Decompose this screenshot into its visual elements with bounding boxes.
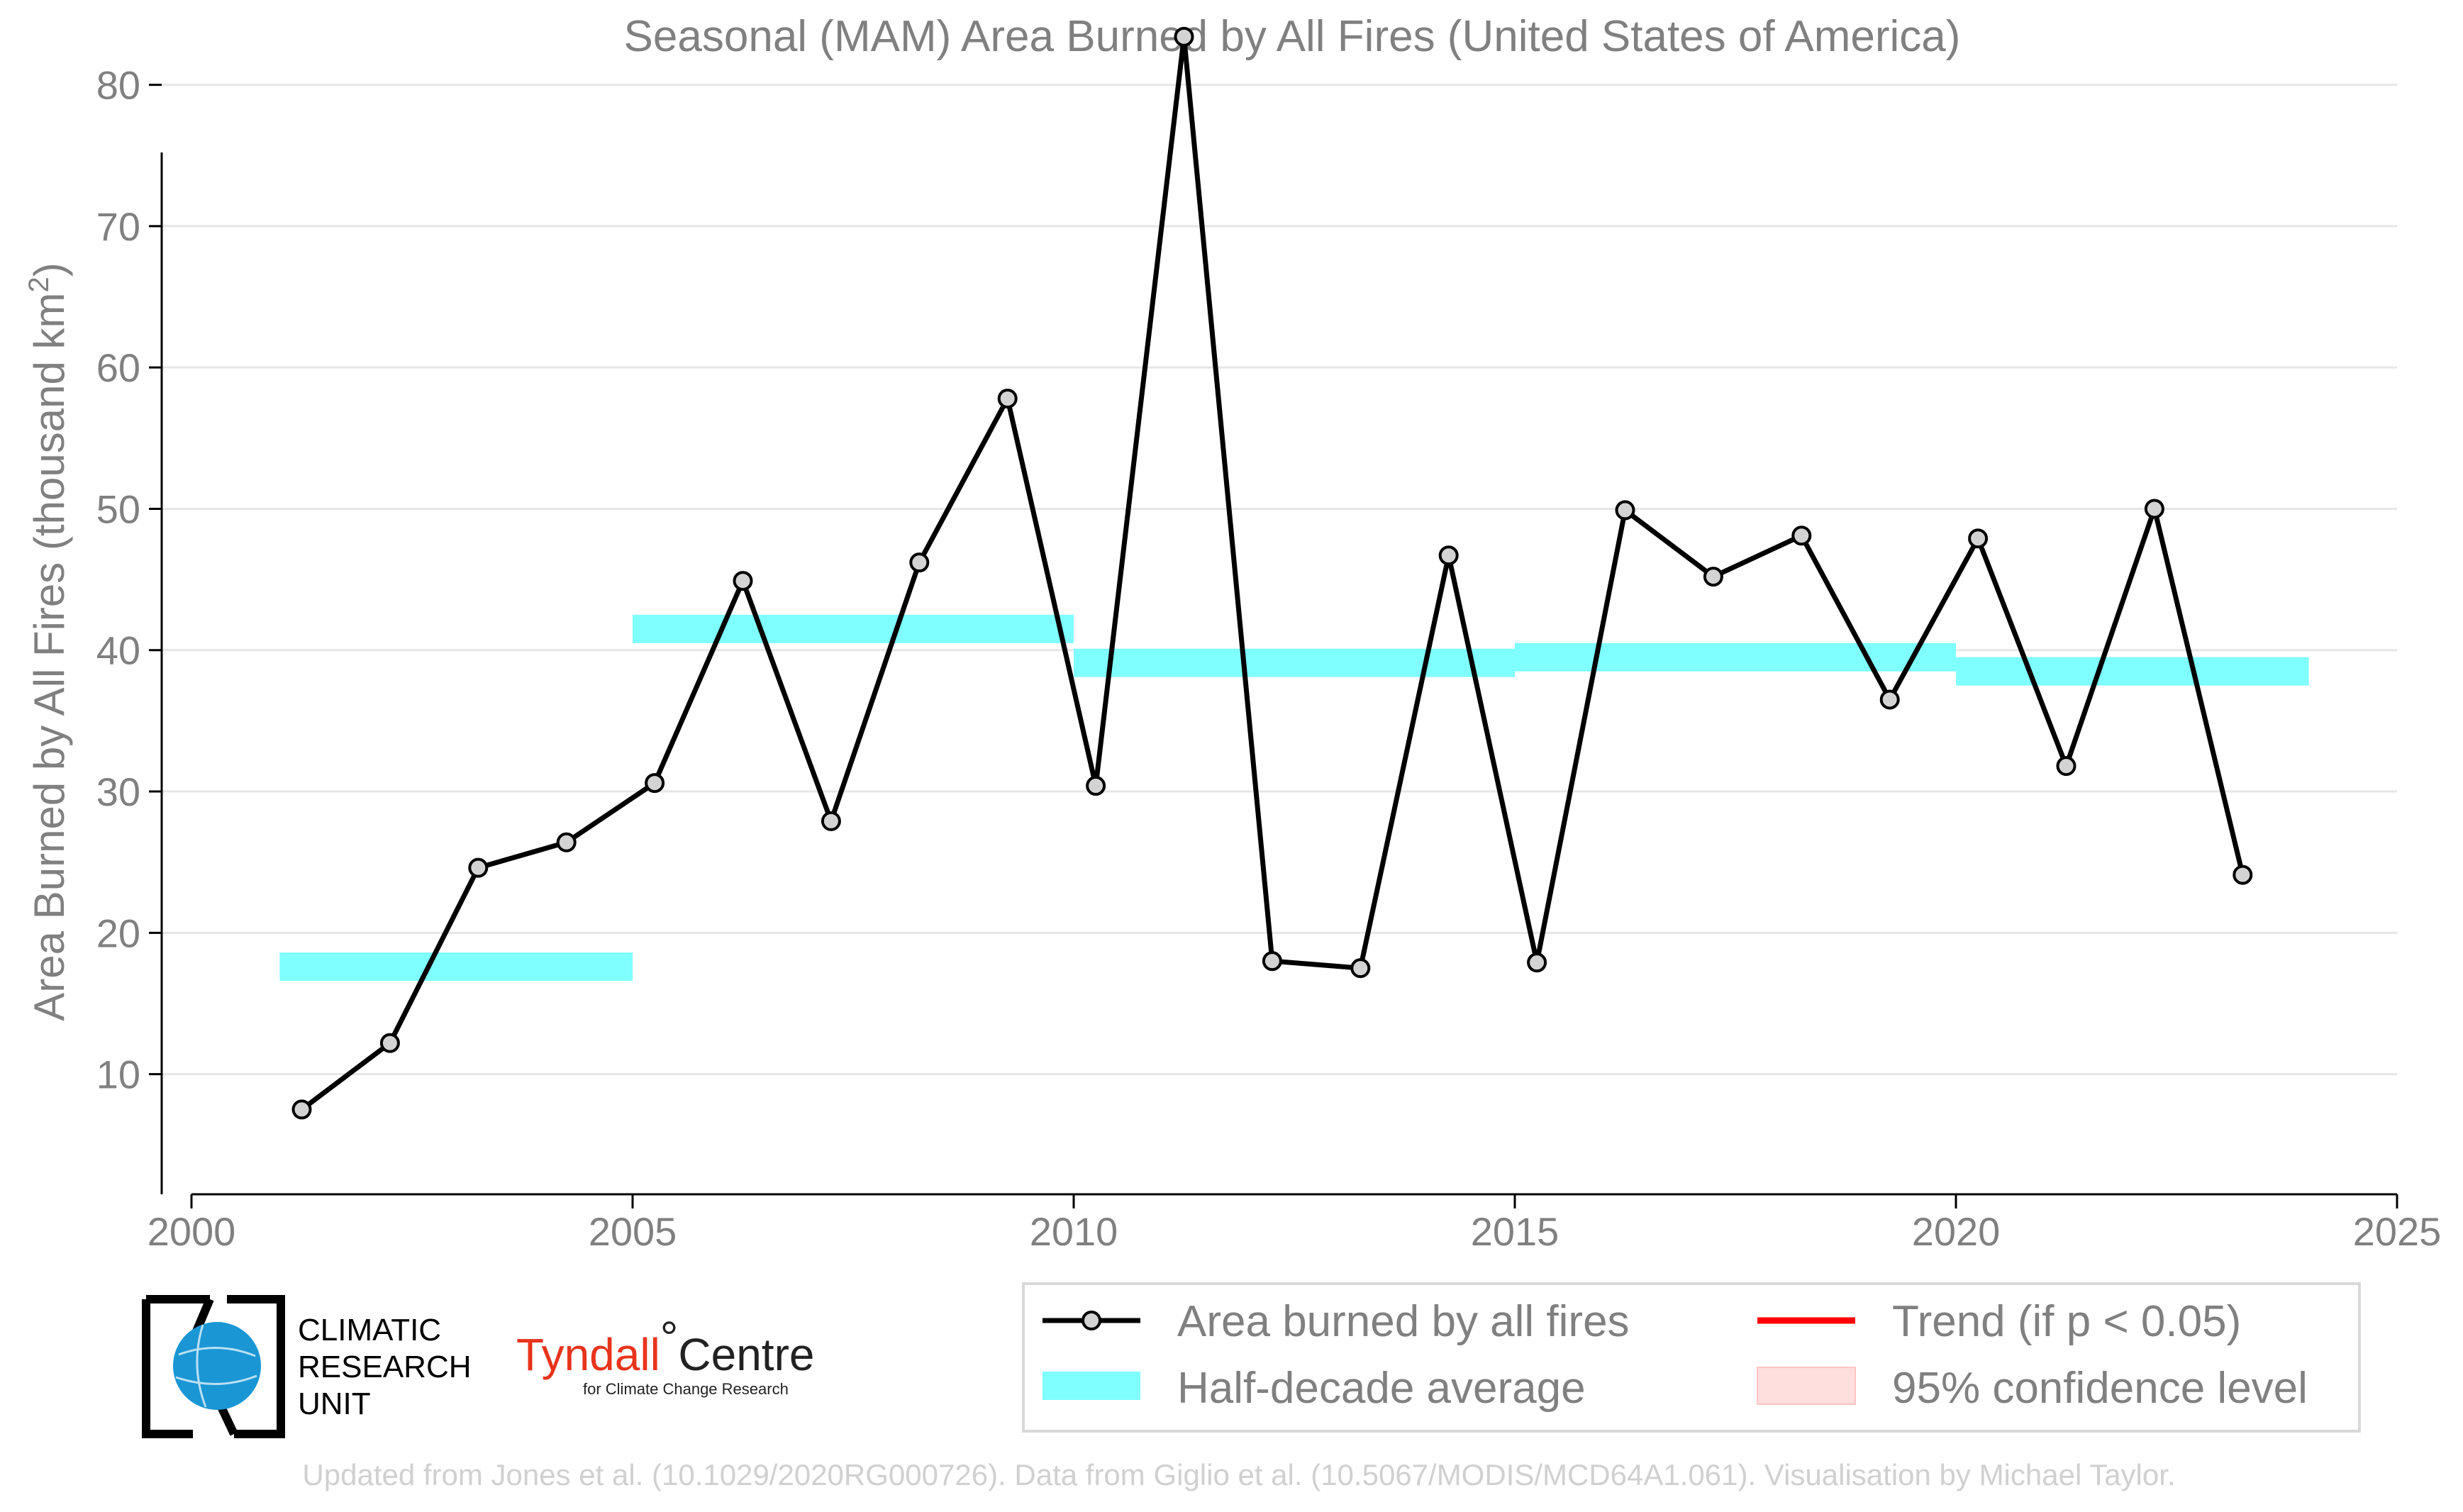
data-point: [1350, 958, 1371, 979]
cru-line-1: CLIMATIC: [298, 1313, 441, 1347]
legend-label-confidence: 95% confidence level: [1892, 1364, 2308, 1413]
y-tick-label: 60: [96, 345, 140, 390]
data-point: [2144, 499, 2164, 519]
footer-credit: Updated from Jones et al. (10.1029/2020R…: [302, 1458, 2175, 1491]
tyndall-subtitle: for Climate Change Research: [583, 1380, 789, 1398]
chart-title: Seasonal (MAM) Area Burned by All Fires …: [624, 12, 1961, 61]
y-axis-ticks: 10 20 30 40 50 60 70 80: [96, 63, 162, 1097]
data-point: [821, 811, 841, 831]
data-point: [2056, 756, 2076, 777]
tyndall-centre: Centre: [678, 1329, 814, 1380]
y-tick-label: 40: [96, 628, 140, 673]
y-tick-label: 80: [96, 63, 140, 108]
half-decade-average-bar: [1074, 648, 1515, 677]
half-decade-average-series: [279, 614, 2309, 982]
legend: Area burned by all fires Trend (if p < 0…: [1022, 1282, 2361, 1433]
data-point: [645, 773, 665, 794]
data-point: [1527, 952, 1547, 973]
legend-marker-icon: [1082, 1311, 1101, 1330]
y-tick-label: 50: [96, 487, 140, 531]
x-tick-label: 2005: [589, 1209, 677, 1254]
data-point: [997, 388, 1018, 408]
tyndall-name: Tyndall: [516, 1329, 660, 1380]
x-tick-label: 2015: [1471, 1209, 1559, 1254]
y-axis-label: Area Burned by All Fires (thousand km2): [23, 262, 73, 1021]
area-burned-points: [291, 26, 2253, 1120]
data-point: [1438, 545, 1459, 566]
cru-logo: CLIMATIC RESEARCH UNIT: [142, 1295, 472, 1438]
data-point: [1262, 951, 1282, 972]
legend-label-area-burned: Area burned by all fires: [1177, 1297, 1630, 1346]
data-point: [468, 857, 489, 878]
legend-half-decade-swatch-icon: [1043, 1372, 1140, 1400]
x-tick-label: 2010: [1030, 1209, 1118, 1254]
data-point: [1615, 500, 1635, 521]
data-point: [291, 1099, 312, 1120]
x-tick-label: 2025: [2353, 1209, 2442, 1254]
svg-text:Tyndall°Centre: Tyndall°Centre: [516, 1312, 814, 1380]
data-point: [1879, 689, 1900, 710]
data-point: [1703, 567, 1723, 587]
y-tick-label: 70: [96, 204, 140, 249]
half-decade-average-bar: [1515, 643, 1956, 672]
globe-icon: [173, 1322, 261, 1410]
data-point: [556, 832, 577, 852]
y-tick-label: 20: [96, 911, 140, 955]
tyndall-degree: °: [660, 1312, 679, 1363]
cru-line-3: UNIT: [298, 1386, 371, 1421]
cru-line-2: RESEARCH: [298, 1350, 472, 1384]
legend-frame: [1022, 1282, 2361, 1433]
half-decade-average-bar: [1956, 657, 2309, 686]
data-point: [1174, 26, 1194, 47]
data-point: [2233, 865, 2253, 885]
tyndall-logo: Tyndall°Centre for Climate Change Resear…: [516, 1312, 814, 1398]
x-tick-label: 2000: [148, 1209, 236, 1254]
grid-lines: [162, 84, 2397, 1076]
legend-label-half-decade: Half-decade average: [1177, 1364, 1586, 1413]
data-point: [909, 552, 930, 573]
half-decade-average-bar: [633, 614, 1074, 643]
x-axis-ticks: 2000 2005 2010 2015 2020 2025: [148, 1194, 2442, 1254]
half-decade-average-bar: [279, 952, 633, 982]
data-point: [1968, 528, 1989, 549]
data-point: [1791, 526, 1812, 546]
x-tick-label: 2020: [1912, 1209, 2001, 1254]
y-tick-label: 30: [96, 769, 140, 814]
y-tick-label: 10: [96, 1052, 140, 1097]
data-point: [1086, 776, 1106, 796]
data-point: [379, 1033, 400, 1053]
area-burned-line: [300, 34, 2245, 1112]
data-point: [733, 571, 753, 591]
legend-label-trend: Trend (if p < 0.05): [1892, 1297, 2241, 1346]
legend-confidence-swatch-icon: [1757, 1367, 1856, 1405]
